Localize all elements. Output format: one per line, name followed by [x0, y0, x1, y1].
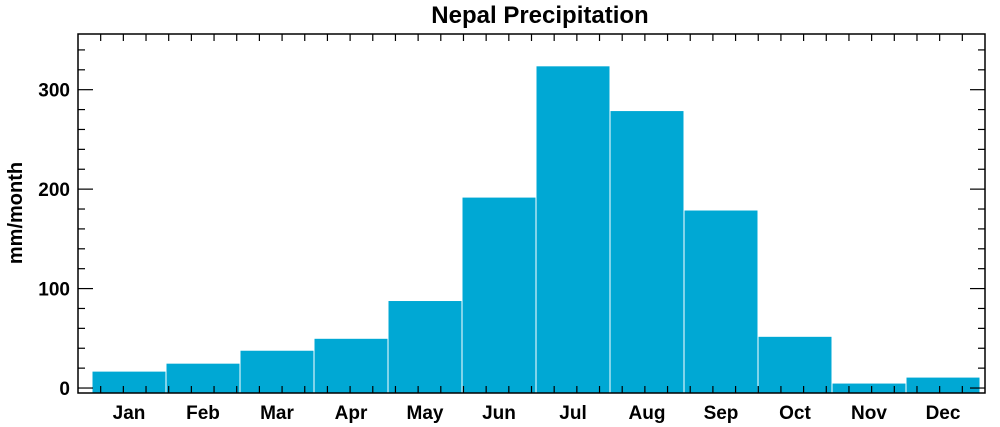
x-tick-label-sep: Sep — [704, 403, 739, 424]
x-tick-label-dec: Dec — [926, 403, 961, 424]
bar-aug — [609, 110, 685, 394]
bar-mar — [239, 349, 315, 394]
x-tick-label-nov: Nov — [851, 403, 887, 424]
x-tick-label-feb: Feb — [186, 403, 220, 424]
bar-jul — [535, 65, 611, 394]
x-tick-label-mar: Mar — [260, 403, 294, 424]
x-tick-label-aug: Aug — [629, 403, 666, 424]
y-tick-label-200: 200 — [38, 180, 70, 201]
x-tick-label-jan: Jan — [113, 403, 146, 424]
x-tick-label-apr: Apr — [335, 403, 368, 424]
x-tick-label-jul: Jul — [559, 403, 586, 424]
bar-sep — [683, 209, 759, 394]
bars-group — [91, 65, 981, 394]
bar-apr — [313, 337, 389, 394]
bar-jan — [91, 370, 167, 394]
axes-group — [77, 33, 986, 394]
y-axis-label: mm/month — [5, 162, 27, 264]
bar-may — [387, 300, 463, 394]
x-tick-label-may: May — [407, 403, 444, 424]
x-tick-label-oct: Oct — [779, 403, 811, 424]
chart-title: Nepal Precipitation — [431, 2, 648, 29]
bar-jun — [461, 196, 537, 394]
bar-oct — [757, 335, 833, 394]
y-tick-labels: 0 100 200 300 — [38, 81, 70, 400]
x-tick-labels: Jan Feb Mar Apr May Jun Jul Aug Sep Oct Nov Dec — [113, 403, 961, 424]
x-tick-label-jun: Jun — [482, 403, 516, 424]
y-tick-label-0: 0 — [59, 379, 70, 400]
bar-feb — [165, 362, 241, 394]
y-tick-label-300: 300 — [38, 81, 70, 102]
y-tick-label-100: 100 — [38, 280, 70, 301]
bar-nov — [831, 382, 907, 394]
